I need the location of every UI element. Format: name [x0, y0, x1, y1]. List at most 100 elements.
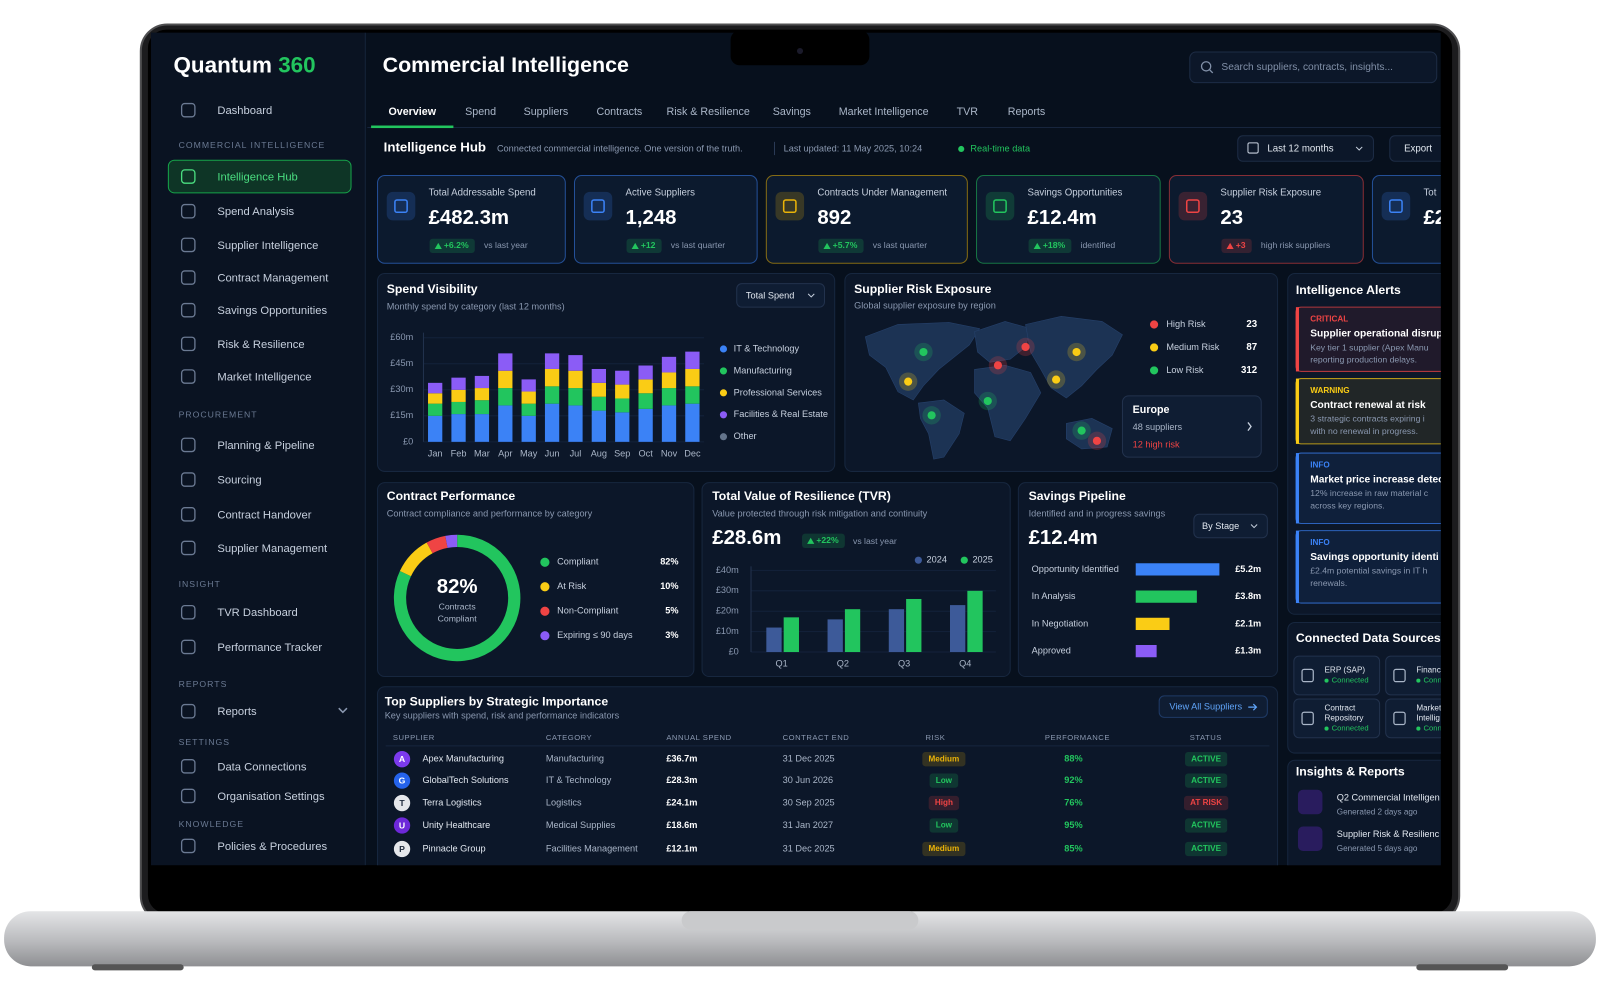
source-status: Connected	[1332, 676, 1369, 685]
nav-icon	[180, 759, 196, 774]
bar	[766, 627, 782, 653]
bar	[783, 617, 799, 653]
map-point[interactable]	[1072, 347, 1081, 357]
nav-item[interactable]: Risk & Resilience	[217, 339, 304, 351]
nav-item[interactable]: Contract Handover	[217, 509, 311, 521]
kpi-value: 23	[1220, 207, 1243, 229]
alert-accent	[1295, 453, 1299, 524]
tab[interactable]: Suppliers	[524, 106, 569, 118]
kpi-value: 892	[817, 207, 851, 229]
nav-active[interactable]	[167, 159, 352, 194]
trend-arrow	[1226, 242, 1234, 249]
category: Manufacturing	[546, 754, 604, 764]
region-name: Europe	[1133, 404, 1170, 416]
category: Logistics	[546, 797, 582, 807]
map-point[interactable]	[1077, 426, 1086, 435]
tab[interactable]: TVR	[957, 106, 979, 118]
map-point[interactable]	[1021, 342, 1030, 352]
report-meta: Generated 5 days ago	[1337, 844, 1418, 853]
tab[interactable]: Risk & Resilience	[667, 106, 750, 118]
kpi-card[interactable]	[573, 175, 758, 264]
source-card[interactable]	[1385, 698, 1451, 739]
category: Facilities Management	[546, 843, 638, 853]
tab[interactable]: Reports	[1008, 106, 1045, 118]
tab-underline	[371, 125, 454, 129]
kpi-card[interactable]	[1168, 175, 1364, 264]
nav-item[interactable]: Organisation Settings	[217, 791, 325, 803]
region-card[interactable]	[1121, 395, 1262, 458]
supplier-name[interactable]: Unity Healthcare	[422, 820, 490, 830]
nav-item[interactable]: Data Connections	[217, 761, 307, 773]
value-label: £2.1m	[1235, 618, 1261, 628]
source-status: Connected	[1332, 724, 1369, 733]
search-box[interactable]	[1189, 51, 1438, 84]
contract-end: 30 Sep 2025	[783, 797, 835, 807]
nav-item[interactable]: Sourcing	[217, 475, 261, 487]
bar-segment	[568, 355, 583, 371]
nav-item[interactable]: Market Intelligence	[217, 372, 311, 384]
map-point[interactable]	[1092, 436, 1102, 445]
nav-item[interactable]: TVR Dashboard	[217, 607, 297, 619]
chevron[interactable]	[338, 707, 348, 714]
bar-segment	[661, 356, 677, 373]
nav-item[interactable]: Dashboard	[217, 105, 272, 117]
brand[interactable]: Quantum 360	[173, 52, 315, 77]
nav-item[interactable]: Planning & Pipeline	[217, 440, 314, 452]
bar	[1135, 563, 1220, 576]
brand-accent: 360	[278, 52, 315, 77]
legend-label: Non-Compliant	[557, 606, 619, 616]
source-card[interactable]	[1293, 655, 1381, 696]
view-all-button[interactable]	[1158, 695, 1268, 718]
nav-item[interactable]: Reports	[217, 706, 257, 718]
map-point[interactable]	[919, 347, 928, 357]
source-card[interactable]	[1385, 655, 1451, 696]
map-point[interactable]	[904, 377, 913, 386]
supplier-name[interactable]: GlobalTech Solutions	[422, 775, 509, 785]
dropdown[interactable]	[736, 283, 825, 308]
tab[interactable]: Market Intelligence	[839, 106, 929, 118]
chip	[1221, 238, 1252, 254]
supplier-name[interactable]: Pinnacle Group	[422, 843, 485, 853]
bar-segment	[591, 410, 606, 442]
nav-item[interactable]: Supplier Management	[217, 543, 328, 555]
bar-segment	[451, 377, 466, 390]
period-button[interactable]	[1237, 135, 1374, 162]
map-point[interactable]	[1052, 375, 1061, 384]
tab[interactable]: Savings	[773, 106, 811, 118]
map-point[interactable]	[927, 411, 936, 420]
nav-item[interactable]: Spend Analysis	[217, 206, 294, 218]
nav-item[interactable]: Policies & Procedures	[217, 841, 327, 853]
map-point[interactable]	[993, 361, 1003, 370]
alert-text: reporting production delays.	[1310, 355, 1417, 365]
map-point[interactable]	[983, 396, 992, 406]
x-tick-label: Dec	[684, 449, 701, 459]
report-icon[interactable]	[1297, 789, 1323, 815]
kpi-card[interactable]	[1371, 175, 1464, 264]
nav-item[interactable]: Performance Tracker	[217, 642, 322, 654]
bar	[1135, 645, 1157, 658]
supplier-name[interactable]: Terra Logistics	[422, 797, 482, 807]
trend-arrow	[807, 537, 815, 544]
kpi-card[interactable]	[765, 175, 968, 264]
chip	[929, 818, 959, 833]
report-icon[interactable]	[1297, 826, 1323, 852]
nav-item[interactable]: Contract Management	[217, 273, 329, 285]
supplier-name[interactable]: Apex Manufacturing	[422, 754, 504, 764]
tab[interactable]: Contracts	[596, 106, 642, 118]
dropdown[interactable]	[1193, 513, 1268, 539]
donut-segment	[426, 535, 448, 554]
kpi-card[interactable]	[377, 175, 566, 264]
export-button[interactable]	[1389, 135, 1447, 162]
kpi-card[interactable]	[976, 175, 1161, 264]
bar-segment	[498, 405, 513, 442]
nav-item[interactable]: Savings Opportunities	[217, 305, 327, 317]
source-card[interactable]	[1293, 698, 1381, 739]
nav-item[interactable]: Supplier Intelligence	[217, 240, 318, 252]
nav-item[interactable]: Intelligence Hub	[217, 172, 297, 184]
tab[interactable]: Overview	[388, 106, 436, 118]
legend-label: IT & Technology	[734, 343, 800, 353]
chevron	[1355, 146, 1363, 151]
legend-label: Facilities & Real Estate	[734, 409, 828, 419]
tab[interactable]: Spend	[465, 106, 496, 118]
panel-title: Intelligence Alerts	[1296, 283, 1401, 297]
